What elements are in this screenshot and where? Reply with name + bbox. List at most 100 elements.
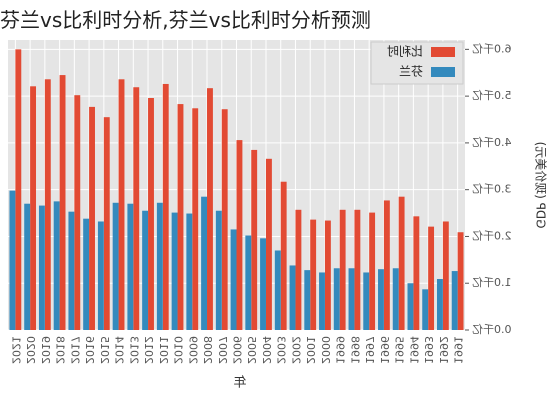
bar — [280, 181, 287, 330]
x-tick-label: 2007 — [216, 336, 229, 364]
y-tick-label: 4.0千亿 — [472, 136, 512, 149]
bar — [319, 272, 325, 330]
bar — [127, 203, 134, 330]
bar — [295, 209, 302, 330]
legend-swatch — [431, 47, 455, 57]
x-tick-label: 2012 — [142, 336, 155, 364]
bar — [186, 213, 193, 330]
legend-label: 比利时 — [387, 45, 423, 59]
x-tick-label: 1996 — [378, 336, 391, 364]
x-tick-label: 1998 — [348, 336, 361, 364]
bar — [192, 108, 199, 331]
bar — [333, 268, 340, 330]
x-tick-label: 2002 — [289, 336, 302, 364]
bar — [59, 75, 66, 330]
bar — [383, 200, 390, 330]
bar — [392, 268, 399, 330]
bar — [142, 210, 149, 330]
x-tick-label: 2006 — [231, 336, 244, 364]
y-tick-label: 3.0千亿 — [472, 183, 512, 196]
x-tick-label: 1992 — [437, 336, 450, 364]
bar — [15, 49, 22, 331]
bar — [457, 232, 464, 330]
x-tick-label: 2003 — [275, 336, 288, 364]
x-tick-label: 1993 — [422, 336, 435, 364]
bar — [289, 265, 296, 330]
bar — [398, 196, 405, 330]
bar — [422, 289, 429, 330]
x-tick-label: 1991 — [452, 336, 465, 364]
x-tick-label: 2018 — [54, 336, 67, 364]
x-tick-label: 2008 — [201, 336, 214, 364]
y-axis-label: GDP (现价美元) — [534, 142, 548, 229]
x-tick-label: 2001 — [304, 336, 317, 364]
bar — [162, 83, 169, 330]
bar — [201, 196, 208, 330]
bar — [133, 87, 140, 330]
bar — [369, 212, 376, 330]
y-tick-label: 6.0千亿 — [472, 42, 512, 55]
y-tick-label: 5.0千亿 — [472, 89, 512, 102]
bar — [177, 104, 184, 330]
bar — [378, 269, 384, 330]
bar — [171, 212, 178, 330]
bar — [74, 95, 81, 331]
bar — [436, 279, 443, 330]
legend-label: 芬兰 — [399, 65, 423, 79]
plot: 0.0千亿1.0千亿2.0千亿3.0千亿4.0千亿5.0千亿6.0千亿19911… — [8, 40, 548, 391]
bar — [310, 219, 317, 330]
bar — [236, 140, 243, 330]
x-tick-label: 2010 — [172, 336, 185, 364]
x-tick-label: 2011 — [157, 336, 170, 364]
x-tick-label: 1995 — [393, 336, 406, 364]
bar — [354, 209, 361, 330]
bar — [83, 218, 90, 330]
bar — [103, 117, 110, 330]
bar — [215, 210, 222, 330]
x-tick-label: 2014 — [113, 336, 126, 364]
x-tick-label: 1999 — [334, 336, 347, 364]
bar — [407, 283, 414, 330]
bar — [68, 211, 75, 330]
bar — [221, 109, 228, 331]
x-tick-label: 2019 — [39, 336, 52, 364]
x-tick-label: 2020 — [24, 336, 37, 364]
bar — [363, 272, 370, 330]
x-tick-label: 2004 — [260, 336, 273, 364]
bar — [324, 220, 331, 330]
bar — [9, 190, 16, 330]
bar — [53, 201, 60, 330]
bar — [30, 86, 37, 330]
bar — [451, 271, 458, 330]
bar — [38, 205, 45, 330]
bar — [112, 202, 119, 330]
bar — [304, 270, 311, 330]
bar — [274, 250, 281, 330]
bar — [97, 221, 104, 330]
x-tick-label: 2015 — [98, 336, 111, 364]
x-tick-label: 1997 — [363, 336, 376, 364]
bar — [245, 235, 252, 330]
x-tick-label: 1994 — [407, 336, 420, 364]
y-tick-label: 0.0千亿 — [472, 323, 512, 336]
y-tick-label: 2.0千亿 — [472, 229, 512, 242]
bar — [207, 88, 213, 330]
bar — [89, 106, 95, 330]
bar — [230, 229, 237, 330]
bar — [44, 79, 51, 331]
chart-title: 芬兰vs比利时分析,芬兰vs比利时分析预测 — [0, 8, 371, 32]
x-tick-label: 2021 — [9, 336, 22, 364]
x-tick-label: 2009 — [186, 336, 199, 364]
bar — [148, 98, 154, 330]
bar — [251, 149, 258, 330]
x-axis-label: 年 — [233, 376, 246, 391]
legend-swatch — [431, 67, 455, 77]
bar — [348, 268, 355, 330]
bar — [339, 209, 346, 330]
bar — [428, 226, 435, 330]
bar — [24, 203, 31, 330]
x-tick-label: 2013 — [127, 336, 140, 364]
x-tick-label: 2016 — [83, 336, 96, 364]
